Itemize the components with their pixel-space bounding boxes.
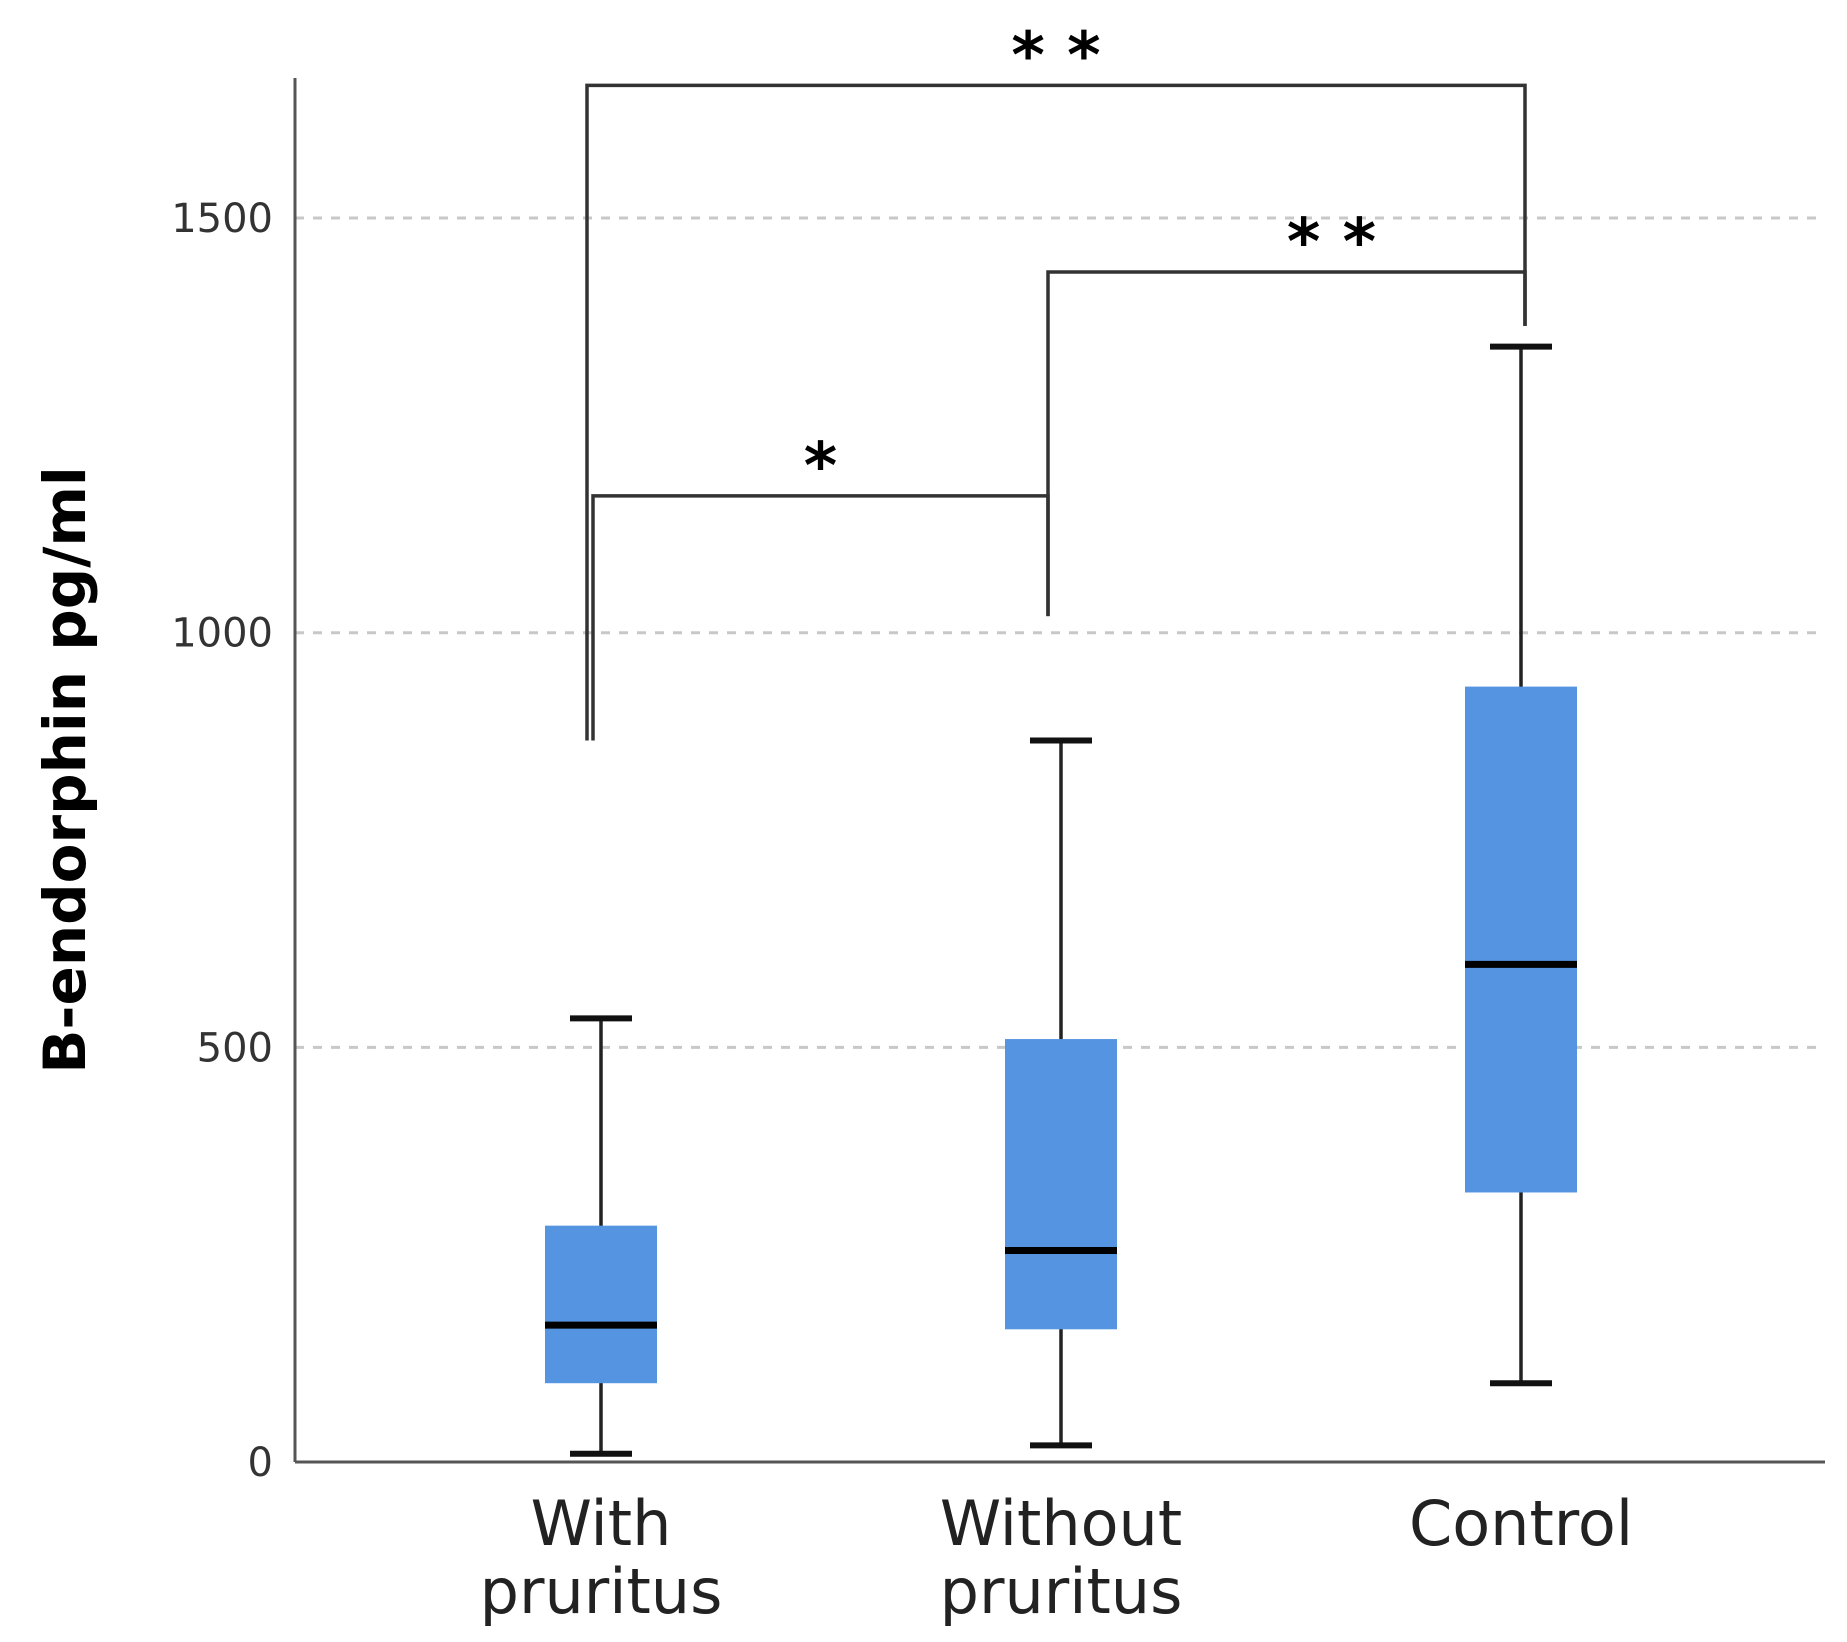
iqr-box-3	[1465, 686, 1577, 1193]
y-tick-label-1500: 1500	[171, 196, 273, 242]
significance-bracket-3	[585, 83, 1527, 741]
box-group-3	[1465, 343, 1577, 1387]
x-category-label-3: Control	[1409, 1487, 1633, 1560]
x-category-label-line: pruritus	[940, 1555, 1183, 1628]
x-category-label-line: Control	[1409, 1487, 1633, 1560]
significance-bracket-1	[591, 494, 1050, 741]
significance-bracket-2	[1046, 270, 1527, 617]
box-group-2	[1005, 737, 1117, 1449]
x-category-label-line: Without	[940, 1487, 1182, 1560]
x-category-label-line: pruritus	[480, 1555, 723, 1628]
significance-label-1: *	[804, 430, 837, 504]
boxes	[545, 343, 1577, 1457]
y-axis-title: B-endorphin pg/ml	[31, 466, 99, 1074]
axes	[293, 78, 1825, 1464]
significance-label-2: * *	[1287, 206, 1376, 280]
iqr-box-1	[545, 1225, 657, 1384]
iqr-box-2	[1005, 1039, 1117, 1330]
x-category-label-2: Without pruritus	[940, 1487, 1183, 1628]
box-group-1	[545, 1015, 657, 1457]
y-tick-label-500: 500	[197, 1025, 273, 1071]
x-category-label-line: With	[531, 1487, 672, 1560]
significance-brackets: * * * * *	[585, 19, 1527, 741]
x-category-label-1: With pruritus	[480, 1487, 723, 1628]
y-tick-label-0: 0	[248, 1440, 273, 1486]
y-tick-label-1000: 1000	[171, 611, 273, 657]
significance-label-3: * *	[1011, 19, 1100, 93]
